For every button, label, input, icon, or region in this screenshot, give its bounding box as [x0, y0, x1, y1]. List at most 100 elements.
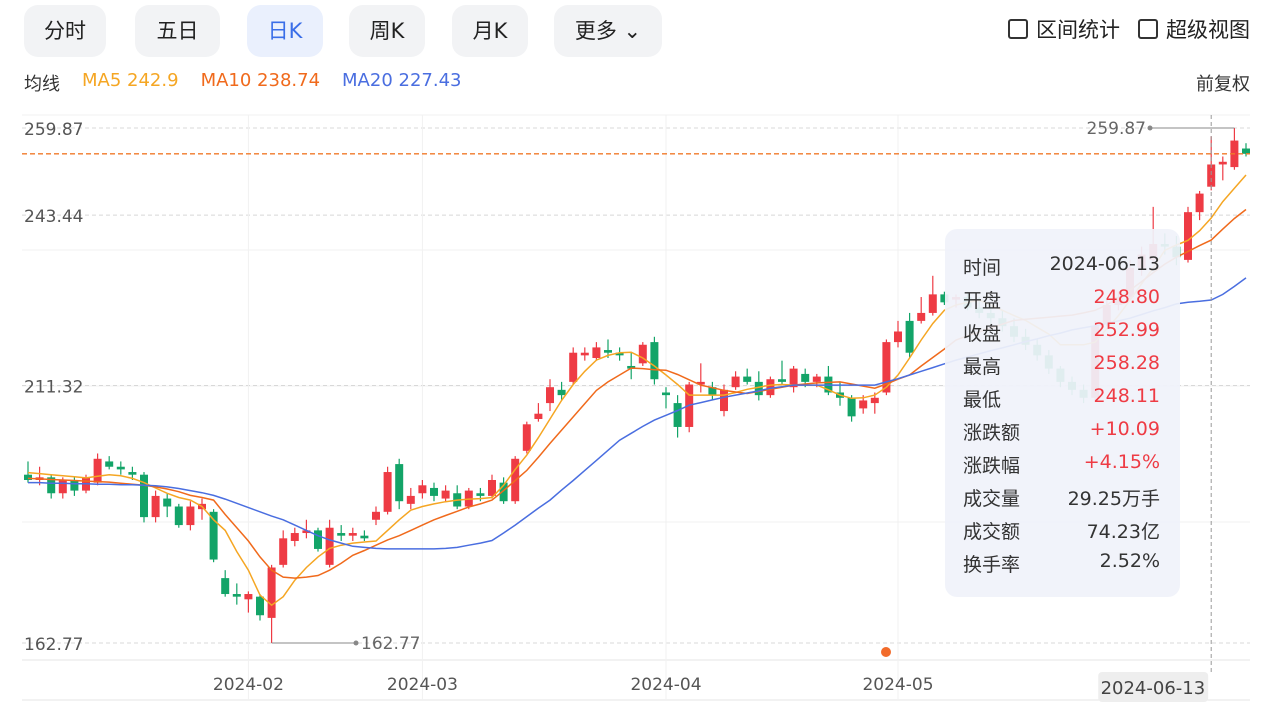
- tooltip-value: 29.25万手: [1067, 488, 1160, 510]
- candle-body: [743, 376, 752, 382]
- candle-body: [905, 320, 914, 353]
- candle-body: [279, 538, 288, 565]
- super-view[interactable]: 超级视图: [1138, 14, 1250, 44]
- tool-label: 区间统计: [1036, 18, 1120, 42]
- tab[interactable]: 月K: [452, 5, 528, 57]
- candle-body: [47, 477, 56, 494]
- candle-body: [522, 424, 531, 451]
- candle-body: [372, 511, 380, 520]
- candle-body: [1207, 164, 1216, 187]
- candle-body: [70, 479, 79, 491]
- tooltip-label: 时间: [963, 257, 1002, 279]
- tooltip-label: 涨跌幅: [963, 455, 1021, 477]
- candle-body: [615, 352, 624, 356]
- candle-body: [395, 464, 404, 502]
- adjust[interactable]: 前复权: [1196, 74, 1250, 95]
- candle-body: [580, 352, 589, 356]
- candle-body: [546, 387, 554, 404]
- x-tick-label: 2024-03: [387, 675, 458, 695]
- max-label: 259.87: [1087, 119, 1146, 139]
- crosshair-box: [1098, 672, 1209, 702]
- legend-value: 227.43: [398, 70, 462, 91]
- min-dot: [353, 640, 359, 646]
- candle-body: [604, 350, 612, 353]
- candle-body: [894, 331, 902, 343]
- candle-body: [418, 485, 427, 494]
- candle-body: [441, 490, 450, 499]
- candle-body: [128, 472, 137, 475]
- candle-body: [1218, 161, 1227, 165]
- x-tick-label: 2024-05: [862, 675, 933, 695]
- candle-body: [812, 376, 821, 382]
- tooltip-label: 成交量: [963, 488, 1021, 510]
- tooltip-value: 252.99: [1093, 319, 1160, 341]
- ma-label: 均线: [24, 74, 60, 95]
- candle-body: [859, 400, 868, 409]
- tooltip-row: 最低 248.11: [963, 385, 1160, 418]
- candle-body: [696, 381, 705, 385]
- candle-body: [1195, 193, 1204, 213]
- tab[interactable]: 更多 ⌄: [554, 5, 662, 57]
- tooltip-row: 涨跌额 +10.09: [963, 418, 1160, 451]
- candle-body: [58, 479, 67, 494]
- legend-item: MA10 238.74: [201, 70, 320, 96]
- legend-value: 242.9: [127, 70, 179, 91]
- tooltip-row: 成交量 29.25万手: [963, 484, 1160, 517]
- candle-body: [337, 533, 346, 536]
- candle-body: [940, 294, 949, 303]
- candle-body: [430, 487, 438, 496]
- candle-body: [360, 535, 369, 539]
- tools: 区间统计 超级视图: [1008, 14, 1250, 44]
- candle-body: [221, 578, 230, 595]
- y-tick-label: 243.44: [24, 207, 83, 227]
- range-stats[interactable]: 区间统计: [1008, 14, 1120, 44]
- candle-body: [209, 511, 218, 560]
- tab[interactable]: 五日: [135, 5, 220, 57]
- x-tick-label: 2024-02: [213, 675, 284, 695]
- tooltip-label: 开盘: [963, 290, 1002, 312]
- tooltip-value: +4.15%: [1083, 451, 1160, 473]
- candle-body: [151, 495, 160, 518]
- candle-body: [348, 533, 357, 536]
- crosshair-date: 2024-06-13: [1101, 678, 1206, 699]
- candle-body: [627, 365, 636, 369]
- candle-body: [1184, 212, 1192, 260]
- candle-body: [662, 392, 670, 396]
- candle-body: [870, 397, 879, 404]
- candle-body: [928, 294, 937, 313]
- candle-body: [789, 368, 798, 388]
- tab[interactable]: 周K: [349, 5, 425, 57]
- candle-body: [801, 373, 810, 382]
- candle-body: [638, 344, 647, 364]
- candle-body: [302, 530, 311, 534]
- tab[interactable]: 分时: [24, 5, 106, 57]
- min-label: 162.77: [361, 634, 420, 654]
- candle-body: [325, 527, 334, 565]
- candle-body: [534, 413, 543, 420]
- candle-body: [488, 479, 496, 496]
- candle-body: [708, 387, 717, 396]
- y-tick-label: 211.32: [24, 377, 83, 397]
- candle-body: [256, 596, 264, 616]
- candle-body: [569, 352, 578, 382]
- candle-body: [406, 495, 415, 504]
- tooltip-label: 成交额: [963, 521, 1021, 543]
- candle-body: [917, 312, 926, 321]
- candle-body: [731, 376, 740, 388]
- candle-body: [186, 506, 195, 526]
- tooltip: 时间 2024-06-13 开盘 248.80 收盘 252.99 最高 258.28 最低 24…: [945, 229, 1180, 597]
- grid: [22, 114, 1250, 701]
- candle-body: [847, 397, 856, 417]
- candle-body: [1242, 148, 1250, 154]
- legend-item: MA5 242.9: [82, 70, 179, 96]
- legend-value: 238.74: [257, 70, 321, 91]
- tool-label: 超级视图: [1166, 18, 1250, 42]
- tooltip-value: 74.23亿: [1086, 521, 1160, 543]
- candle-body: [650, 342, 659, 380]
- candle-body: [882, 342, 891, 393]
- event-dot[interactable]: [881, 647, 891, 657]
- candle-body: [766, 379, 775, 396]
- tab[interactable]: 日K: [247, 5, 323, 57]
